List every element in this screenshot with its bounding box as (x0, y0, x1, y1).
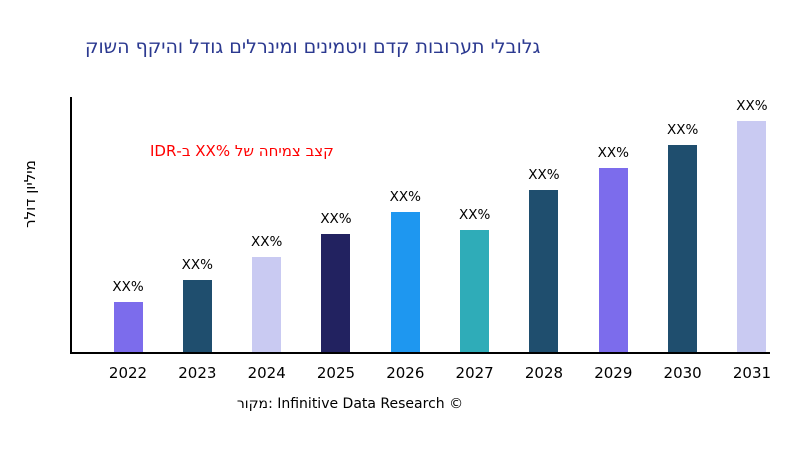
bar-value-label-2028: XX% (528, 167, 560, 183)
bar-2025 (321, 234, 351, 352)
x-tick-2028: 2028 (524, 364, 564, 382)
x-tick-2030: 2030 (663, 364, 702, 382)
y-axis-line (70, 97, 72, 354)
bar-value-label-2026: XX% (389, 189, 421, 205)
bar-2026 (390, 212, 420, 352)
bar-value-label-2022: XX% (112, 279, 144, 295)
bar-2024 (252, 257, 282, 352)
x-tick-2023: 2023 (178, 364, 217, 382)
bar-value-label-2030: XX% (666, 122, 699, 138)
x-tick-2027: 2027 (455, 364, 494, 382)
x-tick-2025: 2025 (316, 364, 356, 382)
y-axis-label: מיליון דולר (21, 160, 39, 228)
bar-value-label-2029: XX% (597, 145, 629, 161)
bar-value-label-2024: XX% (250, 234, 283, 250)
growth-rate-annotation: קצב צמיחה של XX%‎ ב-IDR (150, 142, 334, 160)
bar-2028 (529, 190, 559, 352)
source-credit: מקור: Infinitive Data Research © (236, 396, 464, 412)
chart-title: גלובלי תערובות קדם ויטמינים ומינרלים גוד… (85, 36, 541, 58)
bar-2022 (113, 302, 143, 352)
x-tick-2026: 2026 (386, 364, 425, 382)
x-tick-2031: 2031 (732, 364, 772, 382)
bar-2030 (668, 145, 698, 352)
x-tick-2022: 2022 (108, 364, 148, 382)
bar-2029 (598, 168, 628, 352)
bar-value-label-2023: XX% (181, 257, 213, 273)
bar-2027 (460, 230, 490, 352)
bar-value-label-2031: XX% (736, 98, 768, 114)
bar-value-label-2027: XX% (458, 207, 491, 223)
x-tick-2029: 2029 (594, 364, 633, 382)
bar-2031 (737, 121, 767, 352)
bar-2023 (182, 280, 212, 352)
plot-area: XX% 2022 XX% 2023 XX% 2024 XX% 2025 XX% 2026 XX% 20… (72, 97, 771, 382)
bar-value-label-2025: XX% (320, 211, 352, 227)
x-tick-2024: 2024 (247, 364, 286, 382)
x-axis-line (70, 352, 770, 354)
